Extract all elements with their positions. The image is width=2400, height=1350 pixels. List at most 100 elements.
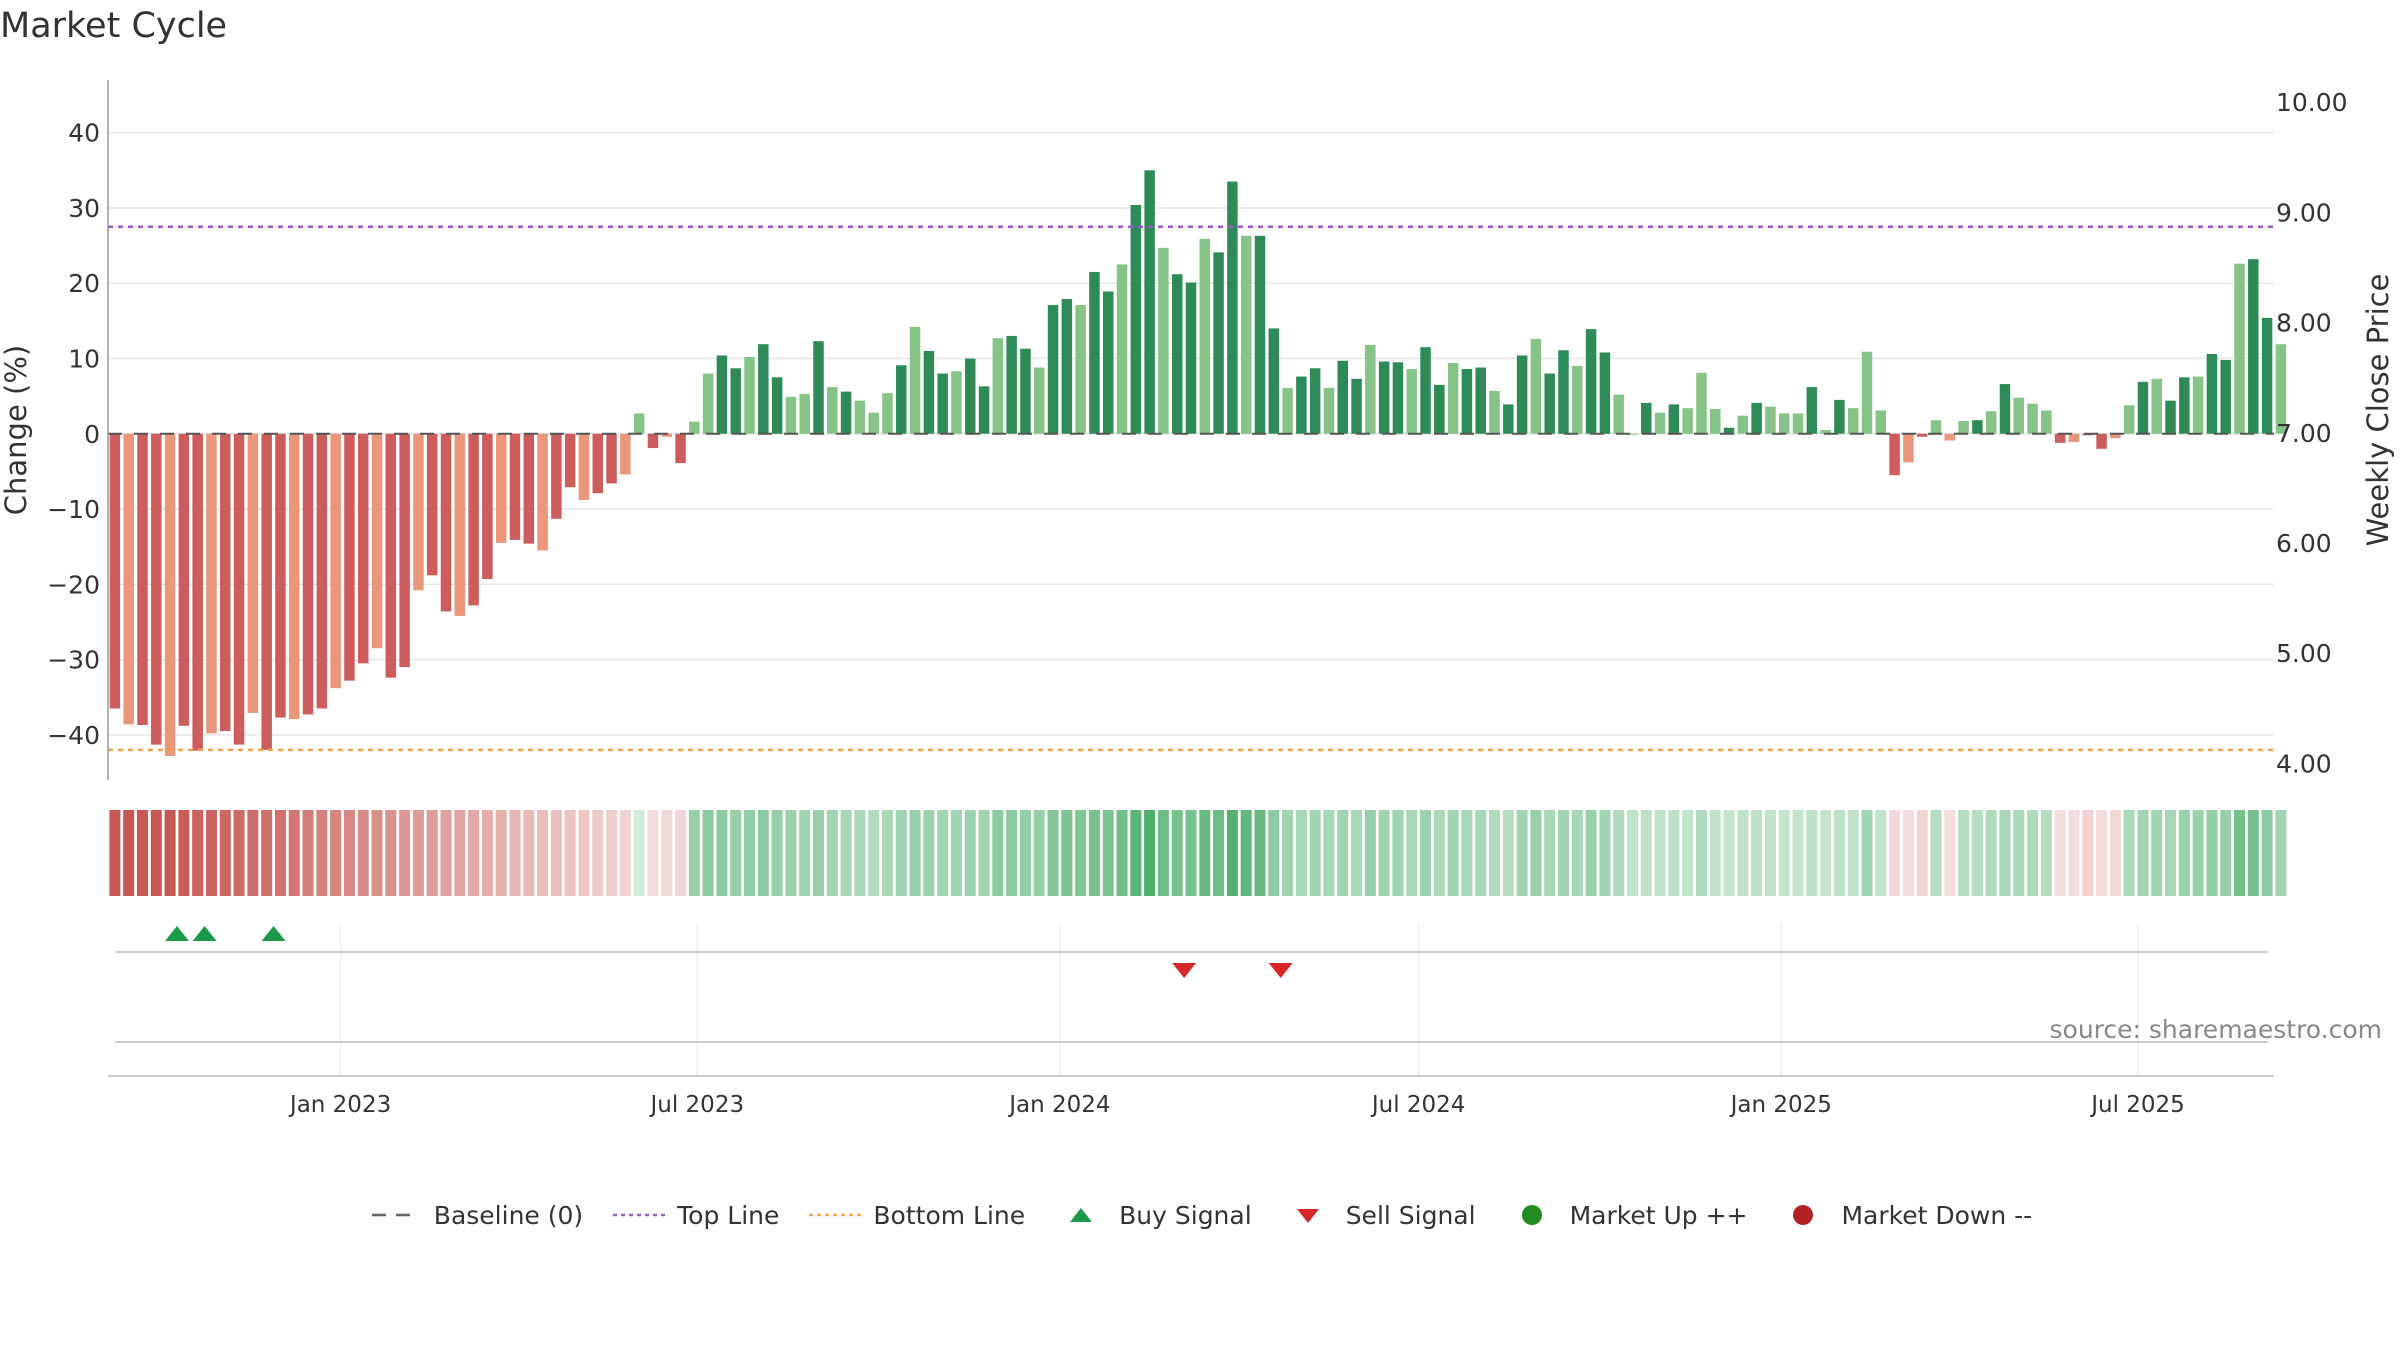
heat-cell bbox=[716, 810, 728, 896]
bar bbox=[1144, 170, 1155, 434]
bar bbox=[302, 433, 314, 715]
legend-swatch bbox=[1793, 1205, 1814, 1225]
bar bbox=[1903, 433, 1914, 463]
legend-label: Bottom Line bbox=[873, 1200, 1026, 1230]
bar bbox=[1213, 252, 1224, 434]
heat-cell bbox=[164, 810, 176, 896]
heat-cell bbox=[178, 810, 190, 896]
y-tick-label: −30 bbox=[47, 646, 100, 675]
heat-cell bbox=[2082, 810, 2094, 896]
heat-cell bbox=[537, 810, 549, 896]
heat-cell bbox=[412, 810, 424, 896]
heat-cell bbox=[1144, 810, 1156, 896]
y-tick-label: 20 bbox=[68, 269, 100, 298]
heat-cell bbox=[1254, 810, 1266, 896]
bar bbox=[2068, 433, 2080, 443]
lines-layer bbox=[108, 225, 2274, 752]
heat-cell bbox=[840, 810, 852, 896]
bar bbox=[1102, 291, 1114, 434]
heat-cell bbox=[1737, 810, 1749, 896]
heat-cell bbox=[2123, 810, 2135, 896]
bar bbox=[2261, 317, 2273, 434]
bar bbox=[1282, 387, 1293, 434]
heat-cell bbox=[509, 810, 521, 896]
heat-cell bbox=[868, 810, 880, 896]
buy-signal-marker bbox=[192, 926, 217, 941]
y2-tick-label: 4.00 bbox=[2276, 749, 2332, 778]
bar bbox=[482, 433, 493, 580]
legend-entry: Top Line bbox=[611, 1200, 779, 1230]
bar bbox=[454, 433, 466, 616]
bar bbox=[1503, 404, 1514, 434]
bar bbox=[1516, 355, 1528, 434]
bar bbox=[1765, 406, 1776, 434]
heat-cell bbox=[1764, 810, 1776, 896]
bars-layer bbox=[109, 170, 2287, 756]
heat-cell bbox=[1337, 810, 1349, 896]
bar bbox=[689, 421, 700, 434]
heat-cell bbox=[357, 810, 369, 896]
bar bbox=[661, 433, 672, 437]
bar bbox=[2013, 397, 2025, 434]
heat-cell bbox=[1944, 810, 1956, 896]
heat-cell bbox=[881, 810, 894, 896]
bar bbox=[1861, 351, 1873, 434]
heat-cell bbox=[964, 810, 976, 896]
bar bbox=[1240, 235, 1252, 434]
heat-cell bbox=[744, 810, 756, 896]
y2-tick-label: 8.00 bbox=[2276, 309, 2332, 338]
heat-cell bbox=[1033, 810, 1045, 896]
bar bbox=[1627, 433, 1638, 435]
bar bbox=[923, 350, 935, 434]
y-tick-label: −40 bbox=[47, 721, 100, 750]
bar bbox=[109, 433, 121, 709]
heat-cell bbox=[1889, 810, 1901, 896]
bar bbox=[578, 433, 590, 500]
heat-cell bbox=[1364, 810, 1376, 896]
bar bbox=[1075, 305, 1086, 434]
heat-cell bbox=[799, 810, 811, 896]
heat-cell bbox=[1406, 810, 1418, 896]
heat-cell bbox=[302, 810, 314, 896]
heat-cell bbox=[1833, 810, 1845, 896]
heat-cell bbox=[288, 810, 300, 896]
heat-cell bbox=[826, 810, 838, 896]
bar bbox=[564, 433, 576, 488]
heat-cell bbox=[647, 810, 659, 896]
legend-label: Buy Signal bbox=[1119, 1200, 1252, 1230]
heat-cell bbox=[2165, 810, 2177, 896]
legend-entry: Market Down -- bbox=[1775, 1200, 2032, 1230]
bar bbox=[1309, 368, 1321, 434]
heat-cell bbox=[757, 810, 769, 896]
heat-cell bbox=[1461, 810, 1473, 896]
heat-cell bbox=[1847, 810, 1859, 896]
bar bbox=[2234, 263, 2245, 434]
heat-cell bbox=[1626, 810, 1638, 896]
legend-entry: Market Up ++ bbox=[1504, 1200, 1747, 1230]
bar bbox=[151, 433, 162, 745]
bar bbox=[1033, 367, 1045, 434]
heat-cell bbox=[1447, 810, 1459, 896]
heat-cell bbox=[1751, 810, 1763, 896]
heat-cell bbox=[688, 810, 700, 896]
heat-cell bbox=[1958, 810, 1970, 896]
bar bbox=[164, 433, 176, 756]
heat-cell bbox=[702, 810, 714, 896]
heat-cell bbox=[992, 810, 1004, 896]
heat-cell bbox=[1420, 810, 1432, 896]
heat-cell bbox=[1213, 810, 1225, 896]
heat-cell bbox=[1088, 810, 1100, 896]
bar bbox=[220, 433, 231, 732]
bar bbox=[2110, 433, 2121, 439]
bar bbox=[1544, 373, 1555, 434]
heat-cell bbox=[1116, 810, 1128, 896]
y2-tick-label: 5.00 bbox=[2276, 639, 2332, 668]
bar bbox=[275, 433, 286, 718]
heat-cell bbox=[440, 810, 452, 896]
heat-cell bbox=[1047, 810, 1059, 896]
bar bbox=[344, 433, 355, 681]
heat-cell bbox=[1392, 810, 1404, 896]
bar bbox=[523, 433, 535, 544]
heat-cell bbox=[1006, 810, 1018, 896]
